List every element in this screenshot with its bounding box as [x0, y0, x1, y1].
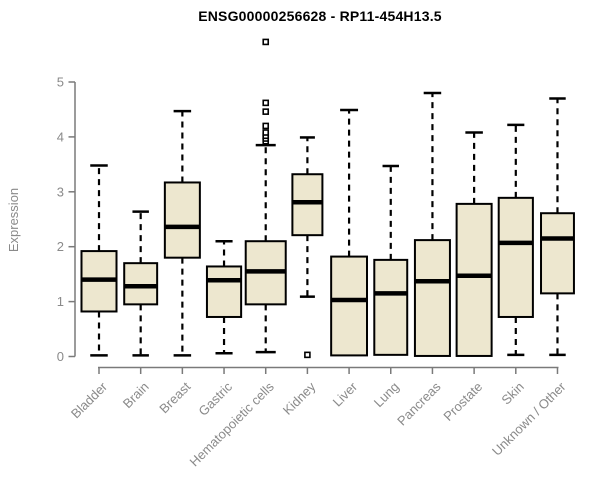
box-kidney [291, 173, 324, 237]
box-pancreas [413, 239, 451, 357]
x-tick-label: Kidney [280, 379, 319, 418]
x-tick-label: Brain [120, 379, 152, 411]
outlier-point-kidney [304, 351, 311, 359]
box-brain [123, 262, 159, 306]
box-unknown-other [540, 212, 575, 295]
y-tick-label: 0 [57, 349, 64, 364]
y-tick-label: 2 [57, 239, 64, 254]
box-liver [330, 255, 369, 357]
box-lung [373, 258, 409, 356]
x-tick-label: Liver [330, 379, 361, 410]
y-tick-label: 4 [57, 129, 64, 144]
y-tick-label: 1 [57, 294, 64, 309]
outlier-point-hematopoietic-cells [262, 38, 270, 46]
x-tick-label: Gastric [195, 379, 235, 419]
y-tick-label: 3 [57, 184, 64, 199]
outlier-point-hematopoietic-cells [262, 129, 270, 136]
chart-title: ENSG00000256628 - RP11-454H13.5 [198, 8, 442, 24]
outlier-point-hematopoietic-cells [262, 122, 270, 130]
x-tick-label: Bladder [68, 379, 111, 422]
x-tick-label: Pancreas [394, 379, 444, 429]
box-gastric [205, 265, 243, 318]
x-tick-label: Skin [498, 379, 526, 407]
box-breast [163, 181, 201, 259]
x-tick-label: Unknown / Other [489, 379, 569, 459]
x-tick-label: Breast [156, 379, 193, 416]
box-skin [497, 196, 534, 318]
x-tick-label: Prostate [440, 379, 485, 424]
box-prostate [455, 202, 493, 357]
x-tick-label: Lung [371, 379, 402, 410]
outlier-point-hematopoietic-cells [262, 99, 270, 107]
y-tick-label: 5 [57, 75, 64, 90]
outlier-point-hematopoietic-cells [262, 108, 270, 115]
